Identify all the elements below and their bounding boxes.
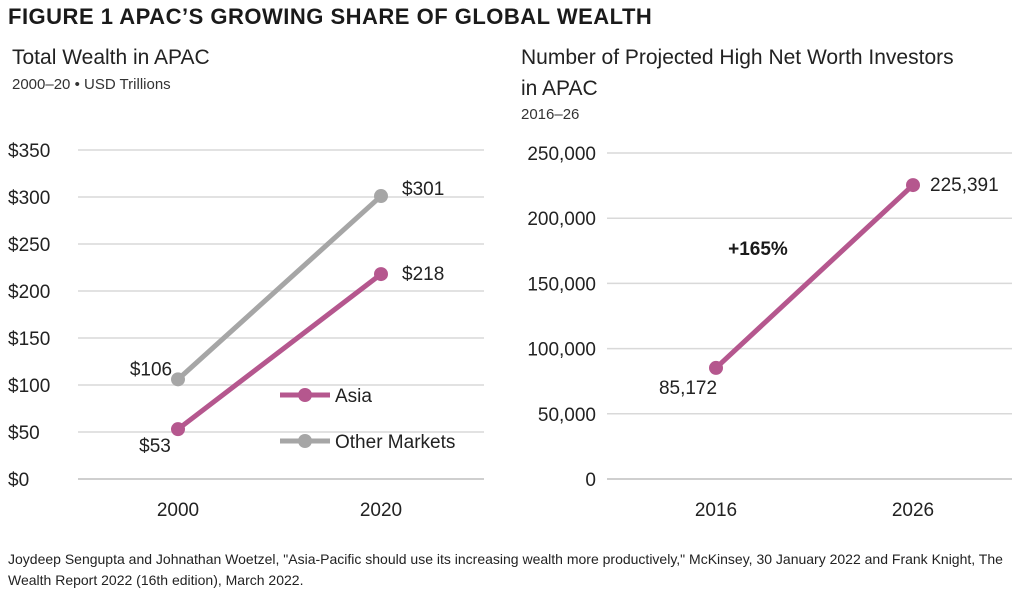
x-tick-label: 2020	[360, 500, 402, 521]
data-label: $301	[402, 179, 444, 200]
y-tick-label: $100	[8, 376, 50, 397]
y-tick-label: $350	[8, 141, 50, 162]
y-tick-label: 50,000	[538, 405, 596, 426]
data-point	[374, 267, 388, 282]
y-tick-label: 250,000	[527, 144, 596, 165]
legend-marker	[298, 388, 312, 402]
legend-marker	[298, 434, 312, 448]
y-tick-label: $0	[8, 470, 29, 491]
data-label: 85,172	[659, 378, 717, 399]
series-line	[713, 182, 916, 371]
data-point	[171, 422, 185, 437]
legend-label: Other Markets	[335, 432, 455, 453]
y-tick-label: $150	[8, 329, 50, 350]
x-tick-label: 2016	[695, 500, 737, 521]
y-tick-label: $50	[8, 423, 40, 444]
y-tick-label: 0	[585, 470, 596, 491]
data-point	[906, 178, 920, 193]
data-point	[709, 360, 723, 375]
left-chart-title: Total Wealth in APAC	[12, 46, 210, 69]
legend-label: Asia	[335, 386, 372, 407]
y-tick-label: $250	[8, 235, 50, 256]
data-point	[374, 189, 388, 204]
source-note: Joydeep Sengupta and Johnathan Woetzel, …	[8, 551, 1003, 588]
figure-title: FIGURE 1 APAC’S GROWING SHARE OF GLOBAL …	[8, 4, 653, 29]
data-label: $53	[139, 436, 171, 457]
y-tick-label: $300	[8, 188, 50, 209]
series-line-asia	[175, 271, 384, 432]
data-label: 225,391	[930, 175, 999, 196]
x-tick-label: 2000	[157, 500, 199, 521]
right-chart-title: Number of Projected High Net Worth Inves…	[521, 46, 954, 100]
data-label: $106	[130, 359, 172, 380]
data-point	[171, 372, 185, 387]
x-tick-label: 2026	[892, 500, 934, 521]
y-tick-label: 200,000	[527, 209, 596, 230]
total-wealth-chart: $0 $50 $100 $150 $200 $250 $300 $350 2000 2020 $53…	[8, 141, 484, 521]
right-chart-subtitle: 2016–26	[521, 106, 580, 123]
y-tick-label: 150,000	[527, 274, 596, 295]
hnwi-chart: 0 50,000 100,000 150,000 200,000 250,000 2016 2…	[527, 144, 1012, 521]
growth-annotation: +165%	[728, 239, 788, 260]
y-tick-label: $200	[8, 282, 50, 303]
y-tick-label: 100,000	[527, 340, 596, 361]
left-chart-subtitle: 2000–20 • USD Trillions	[12, 76, 171, 93]
data-label: $218	[402, 264, 444, 285]
series-line-other-markets	[175, 193, 384, 382]
